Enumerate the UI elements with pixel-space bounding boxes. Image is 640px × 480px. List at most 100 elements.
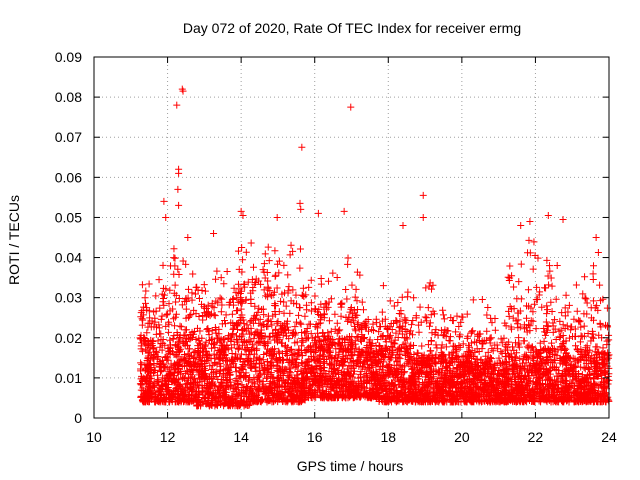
- data-point: [486, 361, 494, 369]
- data-point: [167, 262, 175, 270]
- data-point: [386, 388, 394, 396]
- data-point: [525, 302, 533, 310]
- data-point: [182, 260, 190, 268]
- data-point: [145, 374, 153, 382]
- data-point: [264, 243, 272, 251]
- data-point: [525, 372, 533, 380]
- data-point: [215, 391, 223, 399]
- data-point: [457, 318, 465, 326]
- data-point: [415, 369, 423, 377]
- data-point: [475, 374, 483, 382]
- data-point: [441, 378, 449, 386]
- data-point: [187, 311, 195, 319]
- data-point: [307, 299, 315, 307]
- data-point: [407, 355, 415, 363]
- data-point: [421, 313, 429, 321]
- data-point: [343, 295, 351, 303]
- data-point: [396, 317, 404, 325]
- data-point: [460, 366, 468, 374]
- data-point: [210, 341, 218, 349]
- data-point: [285, 283, 293, 291]
- data-point: [228, 310, 236, 318]
- data-point: [302, 328, 310, 336]
- data-point: [419, 367, 427, 375]
- data-point: [263, 323, 271, 331]
- data-point: [349, 358, 357, 366]
- data-point: [219, 356, 227, 364]
- data-point: [192, 359, 200, 367]
- data-point: [473, 355, 481, 363]
- data-point: [576, 338, 584, 346]
- data-point: [332, 380, 340, 388]
- data-point: [272, 336, 280, 344]
- data-point: [302, 373, 310, 381]
- data-point: [291, 374, 299, 382]
- data-point: [312, 362, 320, 370]
- data-point: [305, 283, 313, 291]
- data-point: [442, 387, 450, 395]
- data-point: [394, 368, 402, 376]
- data-point: [396, 355, 404, 363]
- data-point: [439, 398, 447, 406]
- data-point: [269, 361, 277, 369]
- data-point: [265, 257, 273, 265]
- data-point: [494, 387, 502, 395]
- data-point: [219, 391, 227, 399]
- data-point: [322, 300, 330, 308]
- data-point: [366, 387, 374, 395]
- data-point: [341, 336, 349, 344]
- data-point: [216, 294, 224, 302]
- data-point: [412, 378, 420, 386]
- data-point: [352, 327, 360, 335]
- data-point: [533, 368, 541, 376]
- data-point: [421, 360, 429, 368]
- data-point: [302, 349, 310, 357]
- data-point: [140, 395, 148, 403]
- data-point: [412, 312, 420, 320]
- data-point: [449, 317, 457, 325]
- data-point: [496, 394, 504, 402]
- data-point: [440, 315, 448, 323]
- data-point: [258, 305, 266, 313]
- data-point: [337, 303, 345, 311]
- data-point: [230, 381, 238, 389]
- data-point: [170, 315, 178, 323]
- data-point: [470, 394, 478, 402]
- data-point: [275, 374, 283, 382]
- data-point: [210, 392, 218, 400]
- data-point: [155, 324, 163, 332]
- data-point: [352, 285, 360, 293]
- data-point: [397, 383, 405, 391]
- data-point: [208, 327, 216, 335]
- data-point: [339, 361, 347, 369]
- data-point: [211, 358, 219, 366]
- data-point: [564, 308, 572, 316]
- data-point: [302, 291, 310, 299]
- data-point: [305, 366, 313, 374]
- data-point: [351, 325, 359, 333]
- data-point: [285, 368, 293, 376]
- data-point: [188, 296, 196, 304]
- data-point: [379, 371, 387, 379]
- data-point: [231, 385, 239, 393]
- data-point: [419, 353, 427, 361]
- data-point: [240, 390, 248, 398]
- data-point: [399, 376, 407, 384]
- data-point: [183, 297, 191, 305]
- data-point: [162, 322, 170, 330]
- data-point: [256, 315, 264, 323]
- data-point: [208, 378, 216, 386]
- data-point: [348, 314, 356, 322]
- data-point: [325, 317, 333, 325]
- data-point: [331, 310, 339, 318]
- data-point: [534, 254, 542, 262]
- data-point: [416, 303, 424, 311]
- data-point: [451, 381, 459, 389]
- data-point: [296, 264, 304, 272]
- data-point: [249, 341, 257, 349]
- data-point: [143, 304, 151, 312]
- data-point: [324, 329, 332, 337]
- data-point: [155, 276, 163, 284]
- data-point: [157, 368, 165, 376]
- data-point: [375, 328, 383, 336]
